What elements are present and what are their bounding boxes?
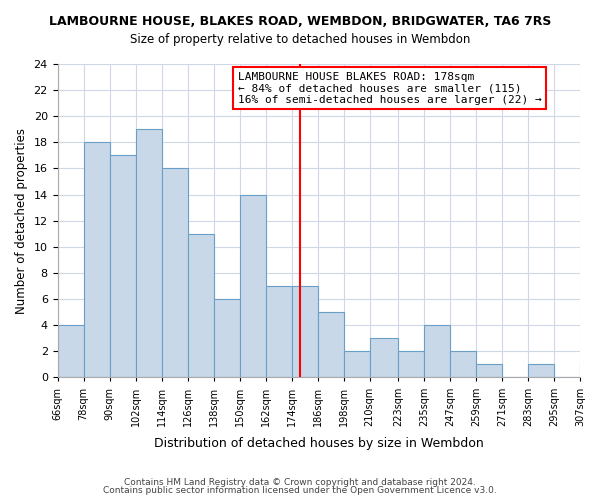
- Bar: [317, 312, 344, 378]
- Bar: [370, 338, 398, 378]
- Bar: [344, 352, 370, 378]
- Bar: [188, 234, 214, 378]
- Text: Size of property relative to detached houses in Wembdon: Size of property relative to detached ho…: [130, 32, 470, 46]
- Text: Contains public sector information licensed under the Open Government Licence v3: Contains public sector information licen…: [103, 486, 497, 495]
- Bar: [476, 364, 502, 378]
- Bar: [528, 364, 554, 378]
- Bar: [161, 168, 188, 378]
- Text: Contains HM Land Registry data © Crown copyright and database right 2024.: Contains HM Land Registry data © Crown c…: [124, 478, 476, 487]
- Bar: [136, 130, 161, 378]
- Bar: [424, 325, 450, 378]
- X-axis label: Distribution of detached houses by size in Wembdon: Distribution of detached houses by size …: [154, 437, 484, 450]
- Bar: [214, 299, 239, 378]
- Text: LAMBOURNE HOUSE, BLAKES ROAD, WEMBDON, BRIDGWATER, TA6 7RS: LAMBOURNE HOUSE, BLAKES ROAD, WEMBDON, B…: [49, 15, 551, 28]
- Bar: [266, 286, 292, 378]
- Bar: [580, 364, 600, 378]
- Bar: [58, 325, 83, 378]
- Bar: [83, 142, 110, 378]
- Bar: [398, 352, 424, 378]
- Text: LAMBOURNE HOUSE BLAKES ROAD: 178sqm
← 84% of detached houses are smaller (115)
1: LAMBOURNE HOUSE BLAKES ROAD: 178sqm ← 84…: [238, 72, 542, 105]
- Bar: [239, 194, 266, 378]
- Bar: [292, 286, 317, 378]
- Bar: [450, 352, 476, 378]
- Bar: [110, 156, 136, 378]
- Y-axis label: Number of detached properties: Number of detached properties: [15, 128, 28, 314]
